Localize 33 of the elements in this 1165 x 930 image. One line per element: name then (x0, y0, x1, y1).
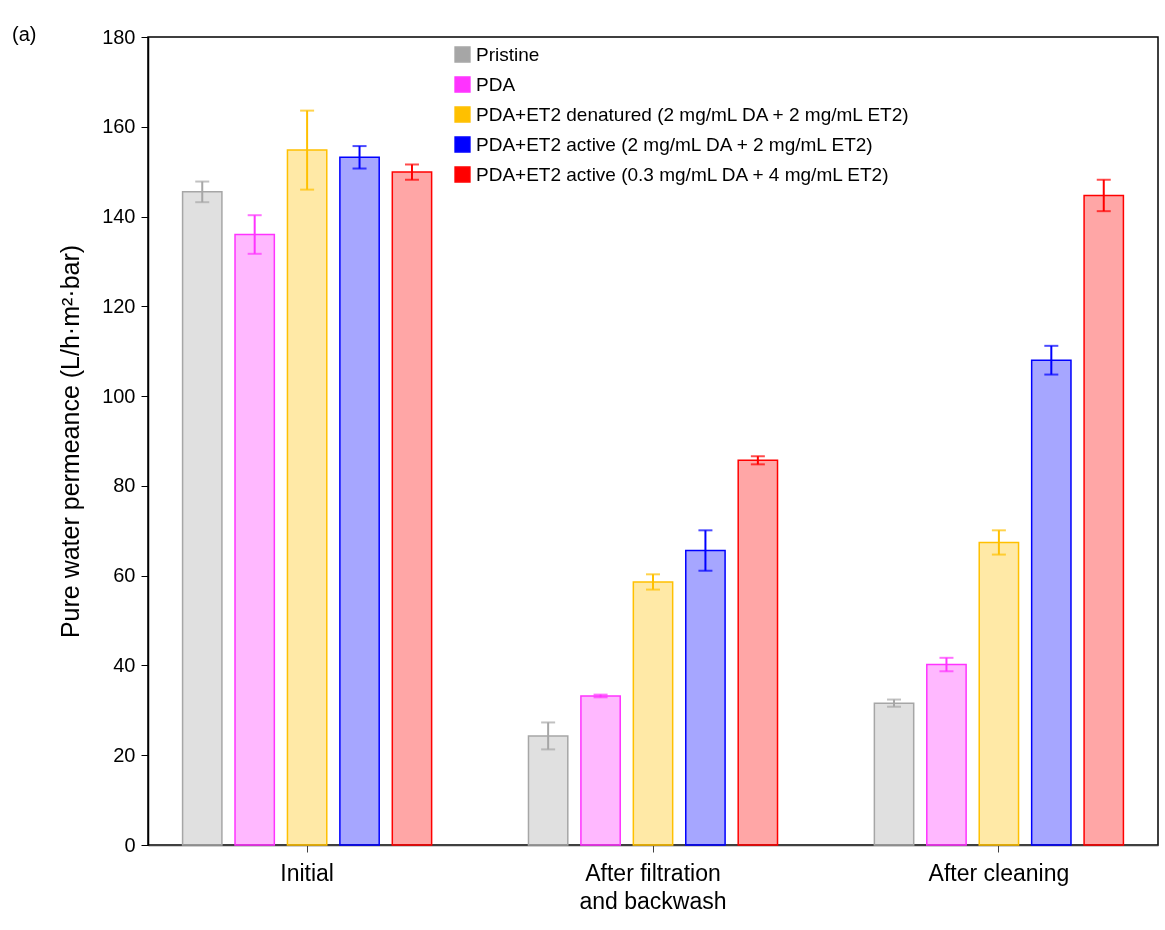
y-tick-label: 80 (113, 474, 136, 497)
y-tick-label: 160 (102, 115, 136, 138)
bar (527, 735, 569, 846)
legend-label: PDA (476, 73, 516, 95)
legend-label: PDA+ET2 active (0.3 mg/mL DA + 4 mg/mL ET2) (476, 163, 889, 185)
x-tick-label: Initial (280, 859, 334, 886)
y-axis-title: Pure water permeance (L/h·m²·bar) (56, 244, 85, 639)
y-tick-label: 140 (102, 205, 136, 228)
bar (391, 171, 433, 846)
y-tick-label: 40 (113, 653, 136, 676)
y-tick-label: 20 (113, 743, 136, 766)
x-tick-label: After cleaning (928, 859, 1070, 886)
bar (234, 233, 276, 846)
legend-label: PDA+ET2 denatured (2 mg/mL DA + 2 mg/mL ET2) (476, 103, 909, 125)
bar (286, 149, 328, 846)
x-tick-label: After filtration and backwash (579, 859, 727, 914)
y-tick-label: 60 (113, 564, 136, 587)
bar (181, 191, 223, 846)
bar (978, 541, 1020, 846)
y-tick-label: 180 (102, 25, 136, 48)
y-tick-label: 0 (124, 833, 136, 856)
bar (632, 581, 674, 846)
bar (1083, 194, 1125, 846)
legend-label: Pristine (476, 43, 540, 65)
bar (926, 663, 967, 846)
bar (1030, 359, 1072, 846)
y-tick-label: 120 (102, 294, 136, 317)
bar (339, 156, 380, 846)
bar (685, 549, 726, 846)
legend-label: PDA+ET2 active (2 mg/mL DA + 2 mg/mL ET2) (476, 133, 873, 155)
y-tick-label: 100 (102, 384, 136, 407)
bar (580, 695, 621, 846)
text: (a) (12, 23, 37, 45)
